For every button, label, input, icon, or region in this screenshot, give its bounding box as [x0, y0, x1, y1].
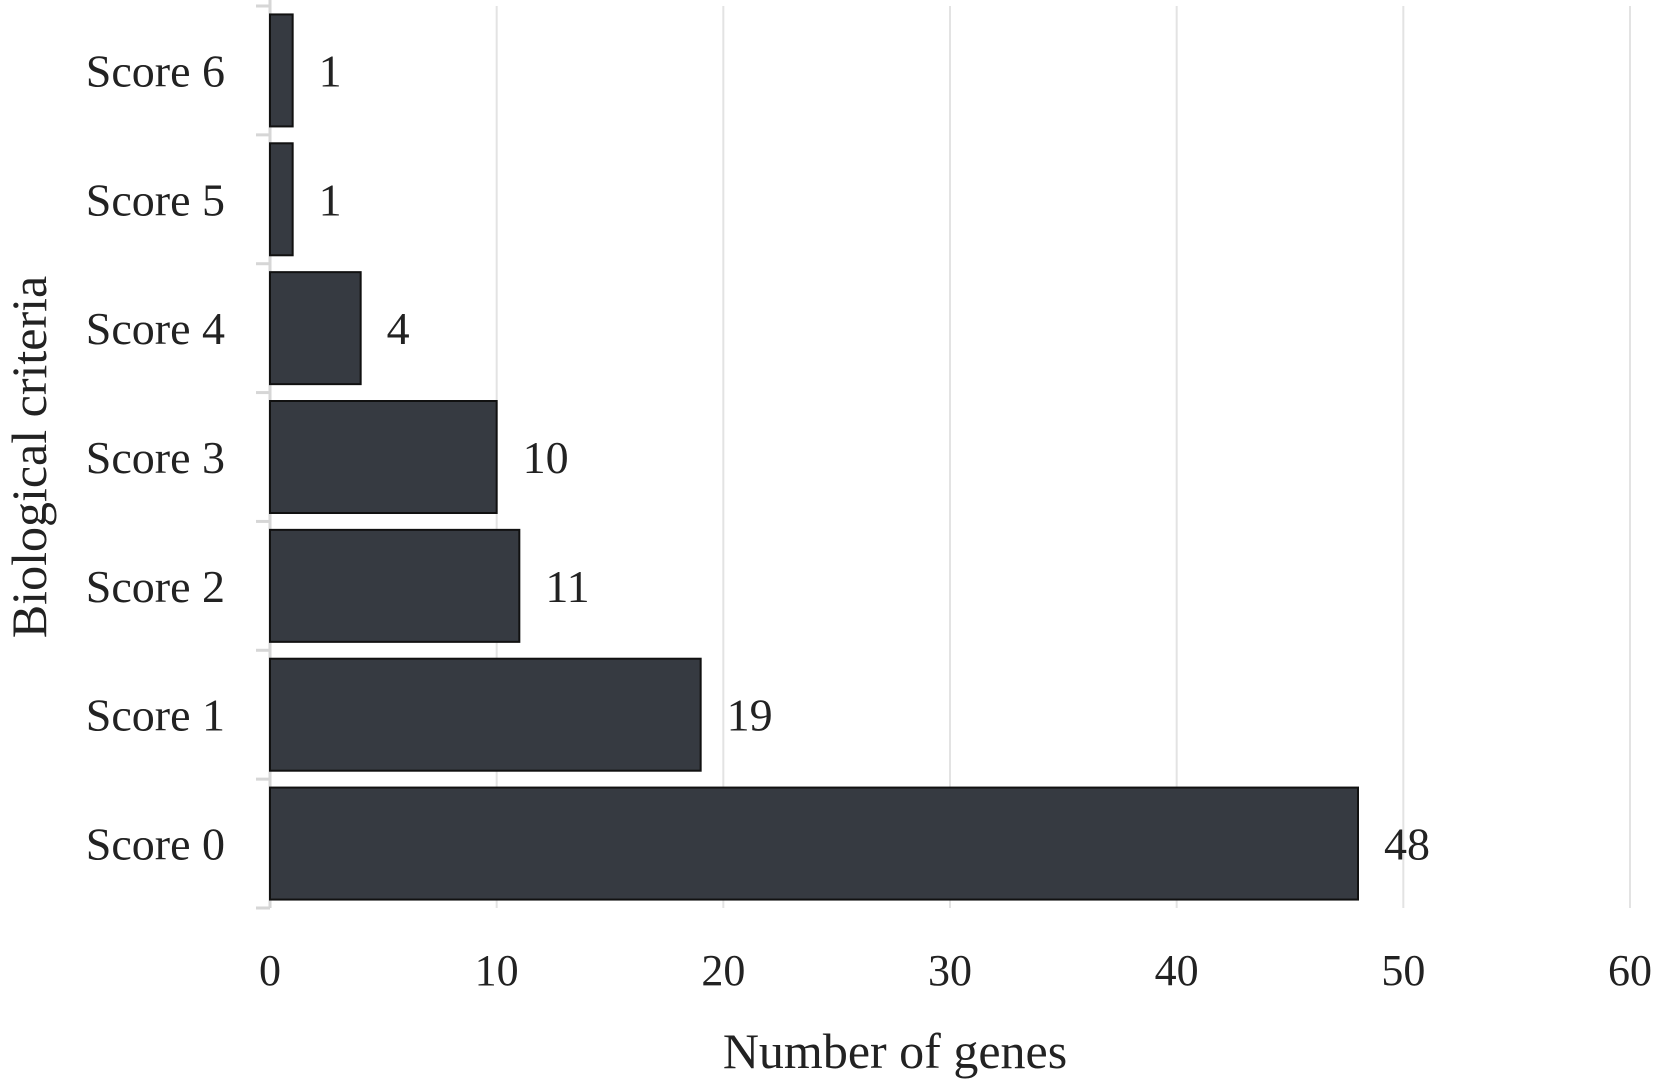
data-label: 1 [319, 45, 342, 96]
data-label: 10 [523, 432, 569, 483]
y-tick-labels: Score 6 Score 5 Score 4 Score 3 Score 2 Score… [86, 45, 225, 869]
bar-score-4 [269, 271, 362, 386]
grid-lines [495, 6, 1631, 908]
data-label: 4 [387, 303, 410, 354]
x-tick-label: 30 [928, 946, 972, 995]
data-label: 48 [1384, 819, 1430, 870]
data-label: 19 [727, 690, 773, 741]
bar-score-1 [269, 657, 702, 772]
y-tick-label: Score 0 [86, 819, 225, 870]
x-tick-label: 0 [259, 946, 281, 995]
x-axis-title: Number of genes [723, 1023, 1067, 1079]
y-axis-title: Biological criteria [1, 276, 57, 638]
data-label: 11 [545, 561, 589, 612]
y-tick-label: Score 6 [86, 45, 225, 96]
bars [269, 13, 1359, 901]
data-label: 1 [319, 174, 342, 225]
bar-score-6 [269, 13, 294, 128]
x-tick-label: 40 [1155, 946, 1199, 995]
x-tick-label: 10 [475, 946, 519, 995]
x-tick-label: 20 [701, 946, 745, 995]
bar-score-2 [269, 528, 521, 643]
y-tick-label: Score 1 [86, 690, 225, 741]
y-tick-label: Score 3 [86, 432, 225, 483]
y-tick-label: Score 4 [86, 303, 225, 354]
axes [256, 0, 272, 910]
y-tick-label: Score 2 [86, 561, 225, 612]
x-tick-label: 60 [1608, 946, 1652, 995]
bar-score-3 [269, 400, 498, 514]
bar-score-5 [269, 142, 294, 257]
y-tick-label: Score 5 [86, 174, 225, 225]
x-tick-labels: 0 10 20 30 40 50 60 [259, 946, 1652, 995]
bar-score-0 [269, 786, 1359, 901]
x-tick-label: 50 [1381, 946, 1425, 995]
